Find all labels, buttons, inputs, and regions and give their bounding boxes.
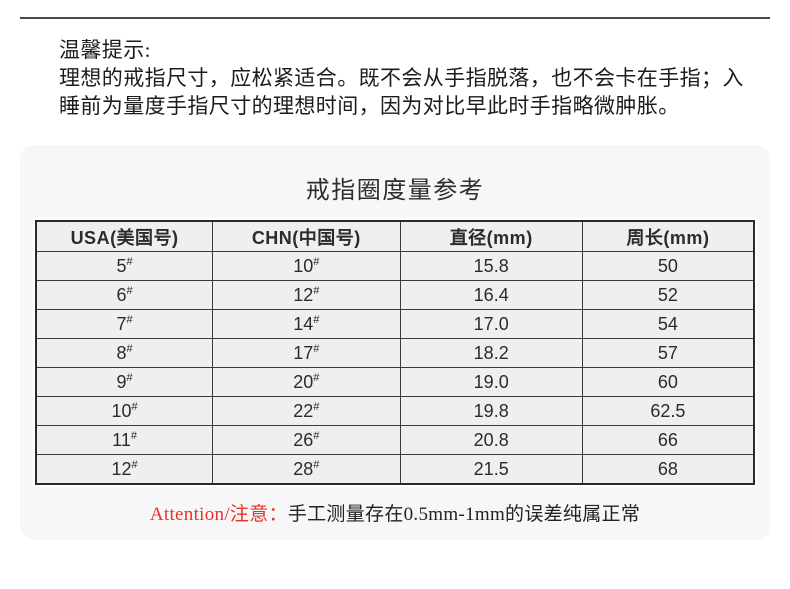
cell-circumference: 66 xyxy=(581,425,755,455)
attention-label: Attention/注意： xyxy=(149,504,288,525)
cell-usa: 10# xyxy=(35,396,214,426)
table-row: 5# 10# 15.8 50 xyxy=(35,251,755,281)
cell-usa: 12# xyxy=(35,454,214,485)
cell-diameter: 20.8 xyxy=(399,425,583,455)
table-header-row: USA(美国号) CHN(中国号) 直径(mm) 周长(mm) xyxy=(35,220,755,252)
cell-diameter: 18.2 xyxy=(399,338,583,368)
table-row: 9# 20# 19.0 60 xyxy=(35,367,755,397)
cell-diameter: 16.4 xyxy=(399,280,583,310)
cell-chn: 22# xyxy=(212,396,401,426)
warm-tips-section: 温馨提示: 理想的戒指尺寸，应松紧适合。既不会从手指脱落，也不会卡在手指；入 睡… xyxy=(59,36,749,120)
column-header-diameter: 直径(mm) xyxy=(399,220,583,252)
cell-diameter: 19.0 xyxy=(399,367,583,397)
cell-usa: 8# xyxy=(35,338,214,368)
size-hash-mark: # xyxy=(126,371,133,384)
top-divider xyxy=(20,17,770,19)
cell-chn: 14# xyxy=(212,309,401,339)
table-title: 戒指圈度量参考 xyxy=(305,178,485,204)
cell-chn: 10# xyxy=(212,251,401,281)
ring-size-table: USA(美国号) CHN(中国号) 直径(mm) 周长(mm) 5# 10# 1… xyxy=(33,218,757,487)
table-row: 8# 17# 18.2 57 xyxy=(35,338,755,368)
cell-diameter: 17.0 xyxy=(399,309,583,339)
size-reference-card: 戒指圈度量参考 USA(美国号) CHN(中国号) 直径(mm) 周长(mm) … xyxy=(20,145,770,540)
size-hash-mark: # xyxy=(313,429,320,442)
tips-heading: 温馨提示: xyxy=(59,38,151,62)
table-row: 10# 22# 19.8 62.5 xyxy=(35,396,755,426)
tips-line-1: 理想的戒指尺寸，应松紧适合。既不会从手指脱落，也不会卡在手指；入 xyxy=(59,66,744,90)
cell-diameter: 19.8 xyxy=(399,396,583,426)
attention-note: Attention/注意：手工测量存在0.5mm-1mm的误差纯属正常 xyxy=(20,499,770,526)
table-row: 11# 26# 20.8 66 xyxy=(35,425,755,455)
size-hash-mark: # xyxy=(126,284,133,297)
cell-circumference: 60 xyxy=(581,367,755,397)
cell-circumference: 54 xyxy=(581,309,755,339)
cell-chn: 17# xyxy=(212,338,401,368)
column-header-chn: CHN(中国号) xyxy=(212,220,401,252)
size-hash-mark: # xyxy=(126,313,133,326)
tips-line-2: 睡前为量度手指尺寸的理想时间，因为对比早此时手指略微肿胀。 xyxy=(59,94,680,118)
column-header-circumference: 周长(mm) xyxy=(581,220,755,252)
cell-circumference: 62.5 xyxy=(581,396,755,426)
size-hash-mark: # xyxy=(313,313,320,326)
size-hash-mark: # xyxy=(313,284,320,297)
cell-circumference: 68 xyxy=(581,454,755,485)
size-hash-mark: # xyxy=(313,458,320,471)
size-hash-mark: # xyxy=(313,371,320,384)
cell-diameter: 15.8 xyxy=(399,251,583,281)
cell-usa: 9# xyxy=(35,367,214,397)
cell-usa: 6# xyxy=(35,280,214,310)
size-hash-mark: # xyxy=(131,400,138,413)
cell-usa: 7# xyxy=(35,309,214,339)
size-hash-mark: # xyxy=(131,458,138,471)
cell-chn: 20# xyxy=(212,367,401,397)
cell-usa: 11# xyxy=(35,425,214,455)
cell-usa: 5# xyxy=(35,251,214,281)
size-hash-mark: # xyxy=(313,342,320,355)
size-hash-mark: # xyxy=(313,400,320,413)
cell-chn: 26# xyxy=(212,425,401,455)
cell-circumference: 52 xyxy=(581,280,755,310)
cell-diameter: 21.5 xyxy=(399,454,583,485)
attention-text: 手工测量存在0.5mm-1mm的误差纯属正常 xyxy=(287,504,641,525)
size-hash-mark: # xyxy=(126,255,133,268)
size-hash-mark: # xyxy=(126,342,133,355)
cell-circumference: 50 xyxy=(581,251,755,281)
table-row: 6# 12# 16.4 52 xyxy=(35,280,755,310)
cell-circumference: 57 xyxy=(581,338,755,368)
table-row: 12# 28# 21.5 68 xyxy=(35,454,755,485)
cell-chn: 28# xyxy=(212,454,401,485)
size-hash-mark: # xyxy=(130,429,137,442)
size-hash-mark: # xyxy=(313,255,320,268)
table-row: 7# 14# 17.0 54 xyxy=(35,309,755,339)
cell-chn: 12# xyxy=(212,280,401,310)
column-header-usa: USA(美国号) xyxy=(35,220,214,252)
